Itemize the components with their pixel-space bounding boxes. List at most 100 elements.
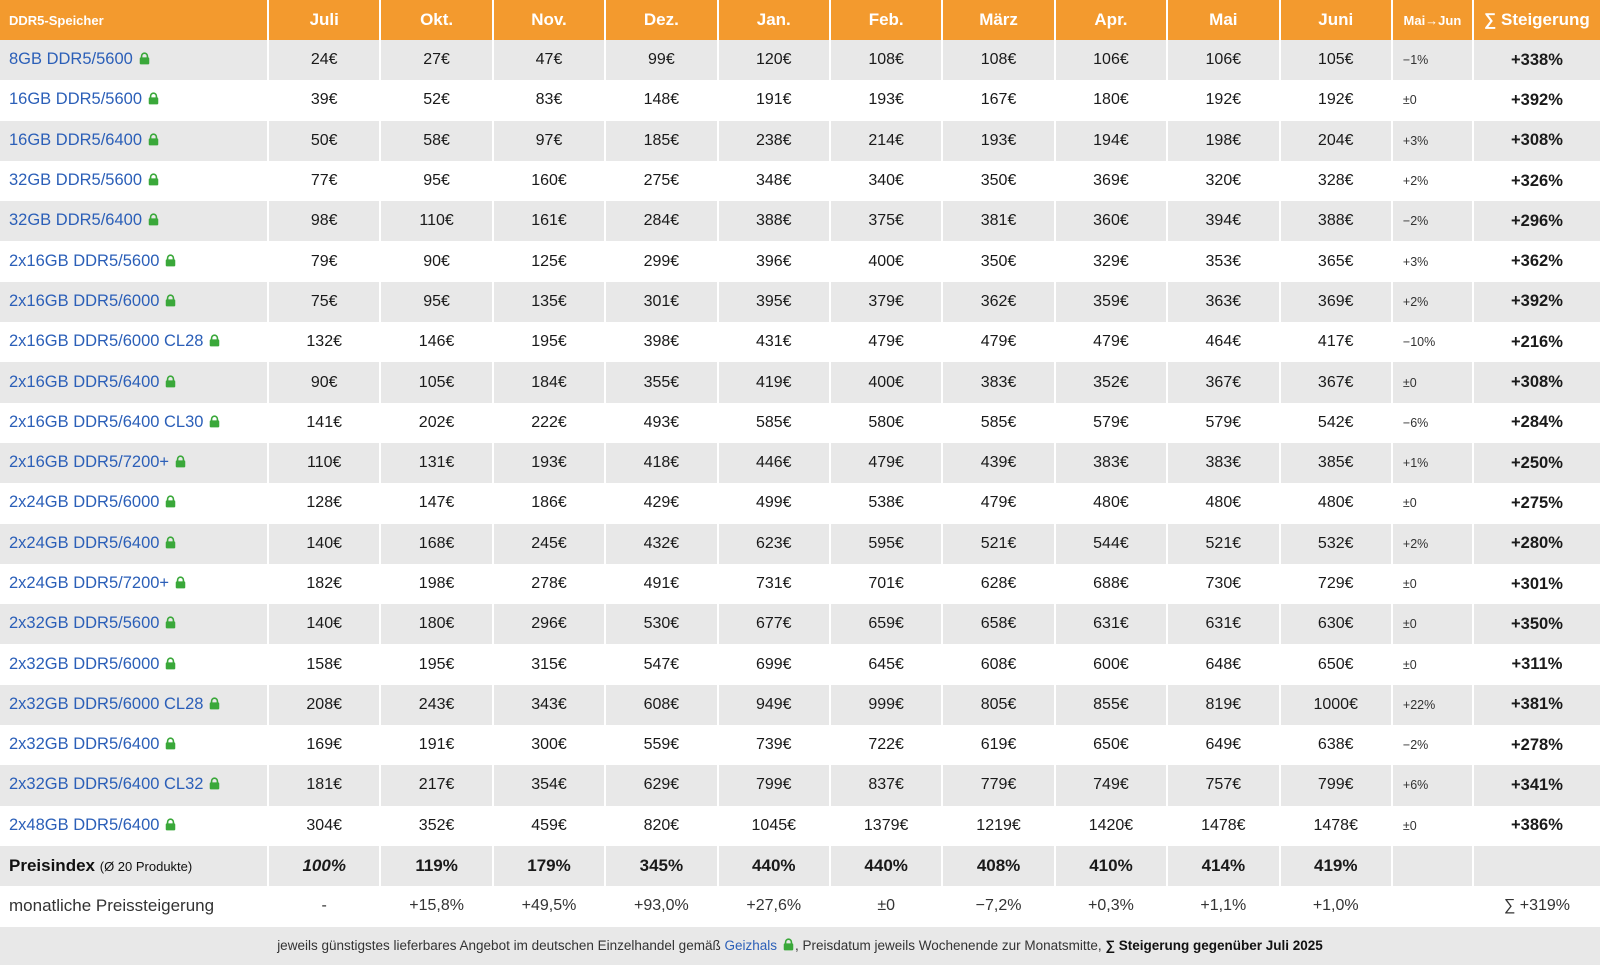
index-change-cell bbox=[1391, 845, 1474, 887]
monthly-cell: +49,5% bbox=[492, 886, 607, 927]
total-increase-cell: +301% bbox=[1472, 563, 1600, 605]
table-row: 2x32GB DDR5/6400 CL32 181€ 217€ 354€ 629€ 799… bbox=[0, 765, 1600, 806]
price-cell: 352€ bbox=[1054, 362, 1169, 403]
product-cell[interactable]: 32GB DDR5/6400 bbox=[0, 201, 270, 242]
product-cell[interactable]: 16GB DDR5/5600 bbox=[0, 80, 270, 121]
product-link[interactable]: 2x16GB DDR5/5600 bbox=[9, 251, 160, 270]
price-cell: 105€ bbox=[1279, 40, 1393, 81]
product-link[interactable]: 2x24GB DDR5/6400 bbox=[9, 533, 160, 552]
index-cell: 100% bbox=[268, 845, 382, 887]
product-cell[interactable]: 2x16GB DDR5/6000 CL28 bbox=[0, 322, 270, 363]
product-link[interactable]: 32GB DDR5/5600 bbox=[9, 171, 142, 190]
product-cell[interactable]: 2x32GB DDR5/6400 CL32 bbox=[0, 765, 270, 806]
price-cell: 362€ bbox=[942, 281, 1056, 323]
price-cell: 388€ bbox=[717, 201, 831, 242]
product-cell[interactable]: 2x48GB DDR5/6400 bbox=[0, 805, 270, 846]
price-cell: 110€ bbox=[268, 442, 382, 484]
product-cell[interactable]: 2x32GB DDR5/6400 bbox=[0, 725, 270, 766]
price-cell: 631€ bbox=[1167, 604, 1281, 645]
product-cell[interactable]: 8GB DDR5/5600 bbox=[0, 40, 270, 81]
header-total[interactable]: ∑ Steigerung bbox=[1472, 0, 1600, 40]
product-cell[interactable]: 2x32GB DDR5/5600 bbox=[0, 604, 270, 645]
price-cell: 185€ bbox=[605, 120, 719, 161]
product-cell[interactable]: 2x16GB DDR5/5600 bbox=[0, 241, 270, 282]
product-cell[interactable]: 2x16GB DDR5/6000 bbox=[0, 281, 270, 323]
header-month[interactable]: Juni bbox=[1279, 0, 1393, 40]
product-cell[interactable]: 2x16GB DDR5/7200+ bbox=[0, 442, 270, 484]
price-cell: 284€ bbox=[605, 201, 719, 242]
product-link[interactable]: 2x16GB DDR5/6000 CL28 bbox=[9, 332, 204, 351]
monthly-total-cell: ∑ +319% bbox=[1472, 886, 1600, 927]
change-cell: +2% bbox=[1391, 523, 1474, 564]
lock-icon bbox=[164, 817, 177, 836]
geizhals-link[interactable]: Geizhals bbox=[724, 937, 777, 953]
price-cell: 623€ bbox=[717, 523, 831, 564]
footnote-bold: ∑ Steigerung gegenüber Juli 2025 bbox=[1105, 937, 1323, 953]
product-link[interactable]: 2x48GB DDR5/6400 bbox=[9, 815, 160, 834]
header-month[interactable]: Mai bbox=[1167, 0, 1281, 40]
header-product[interactable]: DDR5-Speicher bbox=[0, 0, 270, 40]
price-cell: 480€ bbox=[1279, 483, 1393, 524]
product-link[interactable]: 2x24GB DDR5/6000 bbox=[9, 493, 160, 512]
product-link[interactable]: 2x32GB DDR5/6000 CL28 bbox=[9, 694, 204, 713]
product-link[interactable]: 2x16GB DDR5/6400 CL30 bbox=[9, 412, 204, 431]
product-link[interactable]: 2x16GB DDR5/7200+ bbox=[9, 453, 170, 472]
product-cell[interactable]: 2x16GB DDR5/6400 bbox=[0, 362, 270, 403]
price-cell: 521€ bbox=[1167, 523, 1281, 564]
header-month[interactable]: Apr. bbox=[1054, 0, 1169, 40]
price-cell: 395€ bbox=[717, 281, 831, 323]
price-cell: 499€ bbox=[717, 483, 831, 524]
monthly-change-cell bbox=[1391, 886, 1474, 927]
product-link[interactable]: 32GB DDR5/6400 bbox=[9, 211, 142, 230]
price-cell: 419€ bbox=[717, 362, 831, 403]
change-cell: +3% bbox=[1391, 120, 1474, 161]
product-cell[interactable]: 2x32GB DDR5/6000 bbox=[0, 644, 270, 685]
product-link[interactable]: 2x16GB DDR5/6000 bbox=[9, 291, 160, 310]
product-link[interactable]: 2x32GB DDR5/6400 bbox=[9, 735, 160, 754]
header-month[interactable]: Feb. bbox=[829, 0, 944, 40]
product-link[interactable]: 2x24GB DDR5/7200+ bbox=[9, 574, 170, 592]
price-cell: 350€ bbox=[942, 241, 1056, 282]
header-month[interactable]: Nov. bbox=[492, 0, 607, 40]
price-cell: 106€ bbox=[1054, 40, 1169, 81]
header-month[interactable]: Okt. bbox=[380, 0, 494, 40]
product-cell[interactable]: 2x32GB DDR5/6000 CL28 bbox=[0, 684, 270, 726]
change-cell: ±0 bbox=[1391, 604, 1474, 645]
index-cell: 408% bbox=[942, 845, 1056, 887]
product-cell[interactable]: 32GB DDR5/5600 bbox=[0, 160, 270, 202]
price-cell: 180€ bbox=[1054, 80, 1169, 121]
product-cell[interactable]: 2x24GB DDR5/6000 bbox=[0, 483, 270, 524]
table-row: 2x24GB DDR5/6000 128€ 147€ 186€ 429€ 499€ 538€… bbox=[0, 483, 1600, 524]
price-cell: 191€ bbox=[380, 725, 494, 766]
product-cell[interactable]: 16GB DDR5/6400 bbox=[0, 120, 270, 161]
price-cell: 383€ bbox=[942, 362, 1056, 403]
price-cell: 198€ bbox=[1167, 120, 1281, 161]
footnote-text-2: , Preisdatum jeweils Wochenende zur Mona… bbox=[794, 937, 1106, 953]
price-cell: 799€ bbox=[1279, 765, 1393, 806]
price-cell: 182€ bbox=[268, 563, 382, 605]
price-cell: 729€ bbox=[1279, 563, 1393, 605]
monthly-cell: −7,2% bbox=[942, 886, 1056, 927]
total-increase-cell: +386% bbox=[1472, 805, 1600, 846]
monthly-cell: +27,6% bbox=[717, 886, 831, 927]
header-month[interactable]: Jan. bbox=[717, 0, 831, 40]
product-link[interactable]: 2x32GB DDR5/5600 bbox=[9, 614, 160, 633]
product-link[interactable]: 2x16GB DDR5/6400 bbox=[9, 372, 160, 391]
price-cell: 27€ bbox=[380, 40, 494, 81]
product-cell[interactable]: 2x16GB DDR5/6400 CL30 bbox=[0, 402, 270, 443]
monthly-cell: +1,1% bbox=[1167, 886, 1281, 927]
header-month[interactable]: März bbox=[942, 0, 1056, 40]
header-month[interactable]: Juli bbox=[268, 0, 382, 40]
price-cell: 193€ bbox=[492, 442, 607, 484]
product-cell[interactable]: 2x24GB DDR5/7200+ bbox=[0, 563, 270, 605]
product-link[interactable]: 16GB DDR5/6400 bbox=[9, 130, 142, 149]
product-cell[interactable]: 2x24GB DDR5/6400 bbox=[0, 523, 270, 564]
product-link[interactable]: 16GB DDR5/5600 bbox=[9, 90, 142, 109]
product-link[interactable]: 2x32GB DDR5/6400 CL32 bbox=[9, 775, 204, 794]
header-month[interactable]: Dez. bbox=[605, 0, 719, 40]
price-cell: 360€ bbox=[1054, 201, 1169, 242]
price-cell: 365€ bbox=[1279, 241, 1393, 282]
product-link[interactable]: 2x32GB DDR5/6000 bbox=[9, 654, 160, 673]
product-link[interactable]: 8GB DDR5/5600 bbox=[9, 50, 133, 69]
header-change[interactable]: Mai→Jun bbox=[1391, 0, 1474, 40]
